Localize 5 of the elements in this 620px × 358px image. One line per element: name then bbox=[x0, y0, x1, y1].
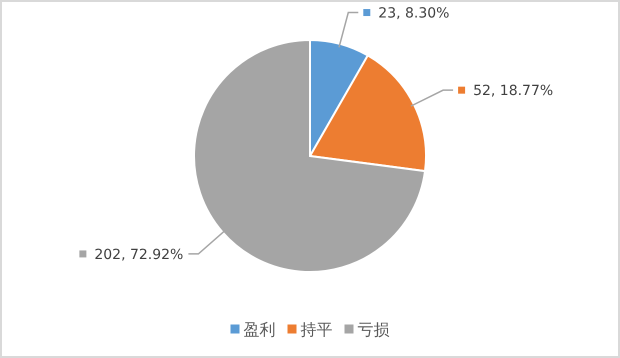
legend-label: 持平 bbox=[300, 320, 332, 339]
legend-label: 盈利 bbox=[244, 320, 276, 339]
data-label: 52, 18.77% bbox=[473, 83, 554, 100]
data-label: 23, 8.30% bbox=[378, 6, 450, 22]
legend-label: 亏损 bbox=[358, 320, 390, 339]
